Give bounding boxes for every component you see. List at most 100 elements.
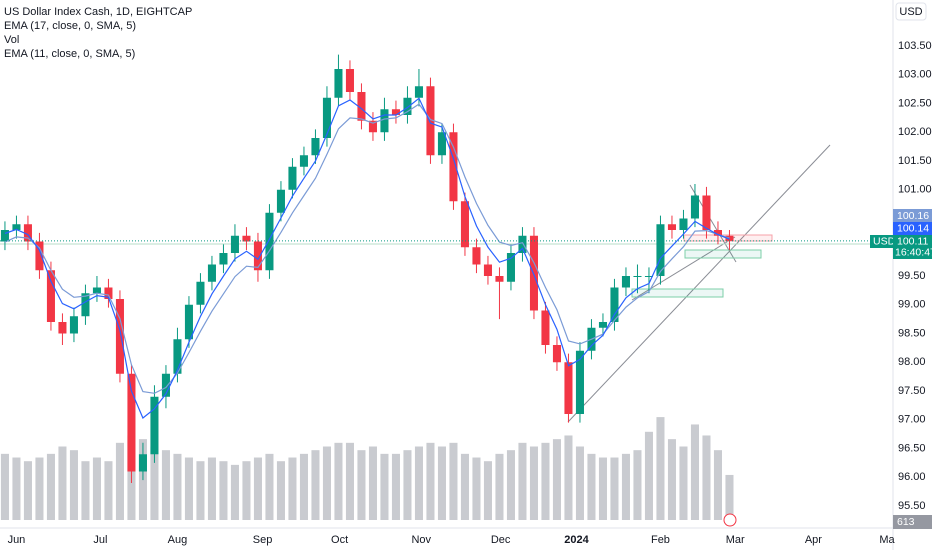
candle-body <box>334 69 343 98</box>
x-tick-label: Nov <box>411 534 431 546</box>
volume-bar <box>0 453 9 520</box>
volume-bar <box>12 457 21 520</box>
volume-bar <box>161 450 170 520</box>
volume-bar <box>322 446 331 520</box>
candle-body <box>644 276 653 277</box>
candle-body <box>184 304 193 340</box>
volume-bar <box>587 453 596 520</box>
candle-body <box>506 253 515 282</box>
candle-body <box>104 287 113 299</box>
candle-body <box>713 230 722 236</box>
candle-body <box>529 235 538 311</box>
volume-bar <box>299 453 308 520</box>
volume-bar <box>690 424 699 520</box>
candle-body <box>357 92 366 121</box>
ema-line <box>4 97 730 419</box>
candle-body <box>242 235 251 242</box>
volume-bar <box>207 457 216 520</box>
x-tick-label: Ma <box>879 534 895 546</box>
volume-bar <box>725 474 734 520</box>
volume-tag: 613 <box>897 516 915 528</box>
ema-tag: 100.16 <box>897 210 929 222</box>
volume <box>0 417 734 520</box>
volume-bar <box>334 442 343 520</box>
ema-tag: 100.14 <box>897 222 929 234</box>
y-tick-label: 102.50 <box>898 97 932 109</box>
y-tick-label: 98.00 <box>898 356 926 368</box>
volume-bar <box>667 439 676 520</box>
volume-bar <box>713 450 722 520</box>
volume-bar <box>311 450 320 520</box>
volume-bar <box>506 450 515 520</box>
volume-bar <box>610 457 619 520</box>
volume-bar <box>92 457 101 520</box>
x-tick-label: Jun <box>8 534 26 546</box>
candle-body <box>380 109 389 133</box>
volume-bar <box>69 450 78 520</box>
volume-bar <box>345 442 354 520</box>
volume-bar <box>552 439 561 520</box>
currency-button[interactable] <box>895 2 927 21</box>
volume-bar <box>679 446 688 520</box>
candle-body <box>219 253 228 265</box>
event-icon[interactable] <box>723 513 737 527</box>
x-tick-label: Feb <box>651 534 670 546</box>
y-tick-label: 99.00 <box>898 299 926 311</box>
volume-bar <box>150 446 159 520</box>
volume-bar <box>621 453 630 520</box>
candle-body <box>46 270 55 322</box>
candle-body <box>115 299 124 374</box>
trend-line <box>567 144 831 423</box>
candle-body <box>368 120 377 133</box>
candle-body <box>265 212 274 271</box>
volume-bar <box>23 461 32 520</box>
volume-bar <box>368 446 377 520</box>
volume-bar <box>633 450 642 520</box>
volume-bar <box>575 446 584 520</box>
candle-body <box>679 218 688 230</box>
candle-body <box>299 155 308 167</box>
volume-bar <box>357 450 366 520</box>
volume-bar <box>495 453 504 520</box>
volume-bar <box>173 453 182 520</box>
price-tag-bg <box>893 235 932 259</box>
volume-bar <box>472 457 481 520</box>
volume-bar <box>702 435 711 520</box>
candle-body <box>437 132 446 156</box>
volume-tag-bg <box>893 515 932 529</box>
volume-bar <box>58 446 67 520</box>
candle-body <box>633 276 642 277</box>
candle-body <box>667 224 676 230</box>
legend-entry: EMA (17, close, 0, SMA, 5) <box>4 20 136 32</box>
candle-body <box>472 247 481 265</box>
candle-body <box>345 69 354 92</box>
candle-body <box>173 339 182 374</box>
volume-bar <box>265 453 274 520</box>
y-tick-label: 103.00 <box>898 69 932 81</box>
y-tick-label: 98.50 <box>898 327 926 339</box>
candle-body <box>621 276 630 288</box>
currency-label[interactable]: USD <box>899 6 922 18</box>
volume-bar <box>391 453 400 520</box>
candles <box>0 54 734 483</box>
volume-bar <box>276 461 285 520</box>
x-tick-label: Mar <box>726 534 745 546</box>
candle-body <box>449 132 458 202</box>
zone-box <box>684 249 762 259</box>
y-tick-label: 96.00 <box>898 471 926 483</box>
volume-bar <box>644 431 653 520</box>
y-tick-label: 102.00 <box>898 126 932 138</box>
y-tick-label: 97.50 <box>898 385 926 397</box>
candle-body <box>460 201 469 248</box>
volume-bar <box>196 461 205 520</box>
x-tick-label: Aug <box>168 534 188 546</box>
candle-body <box>403 97 412 115</box>
candle-body <box>138 454 147 472</box>
candle-body <box>23 224 32 242</box>
x-tick-label: Dec <box>491 534 511 546</box>
candle-body <box>702 195 711 230</box>
volume-bar <box>518 442 527 520</box>
legend-title: US Dollar Index Cash, 1D, EIGHTCAP <box>4 6 192 18</box>
candle-body <box>253 241 262 271</box>
legend-entry: Vol <box>4 34 19 46</box>
